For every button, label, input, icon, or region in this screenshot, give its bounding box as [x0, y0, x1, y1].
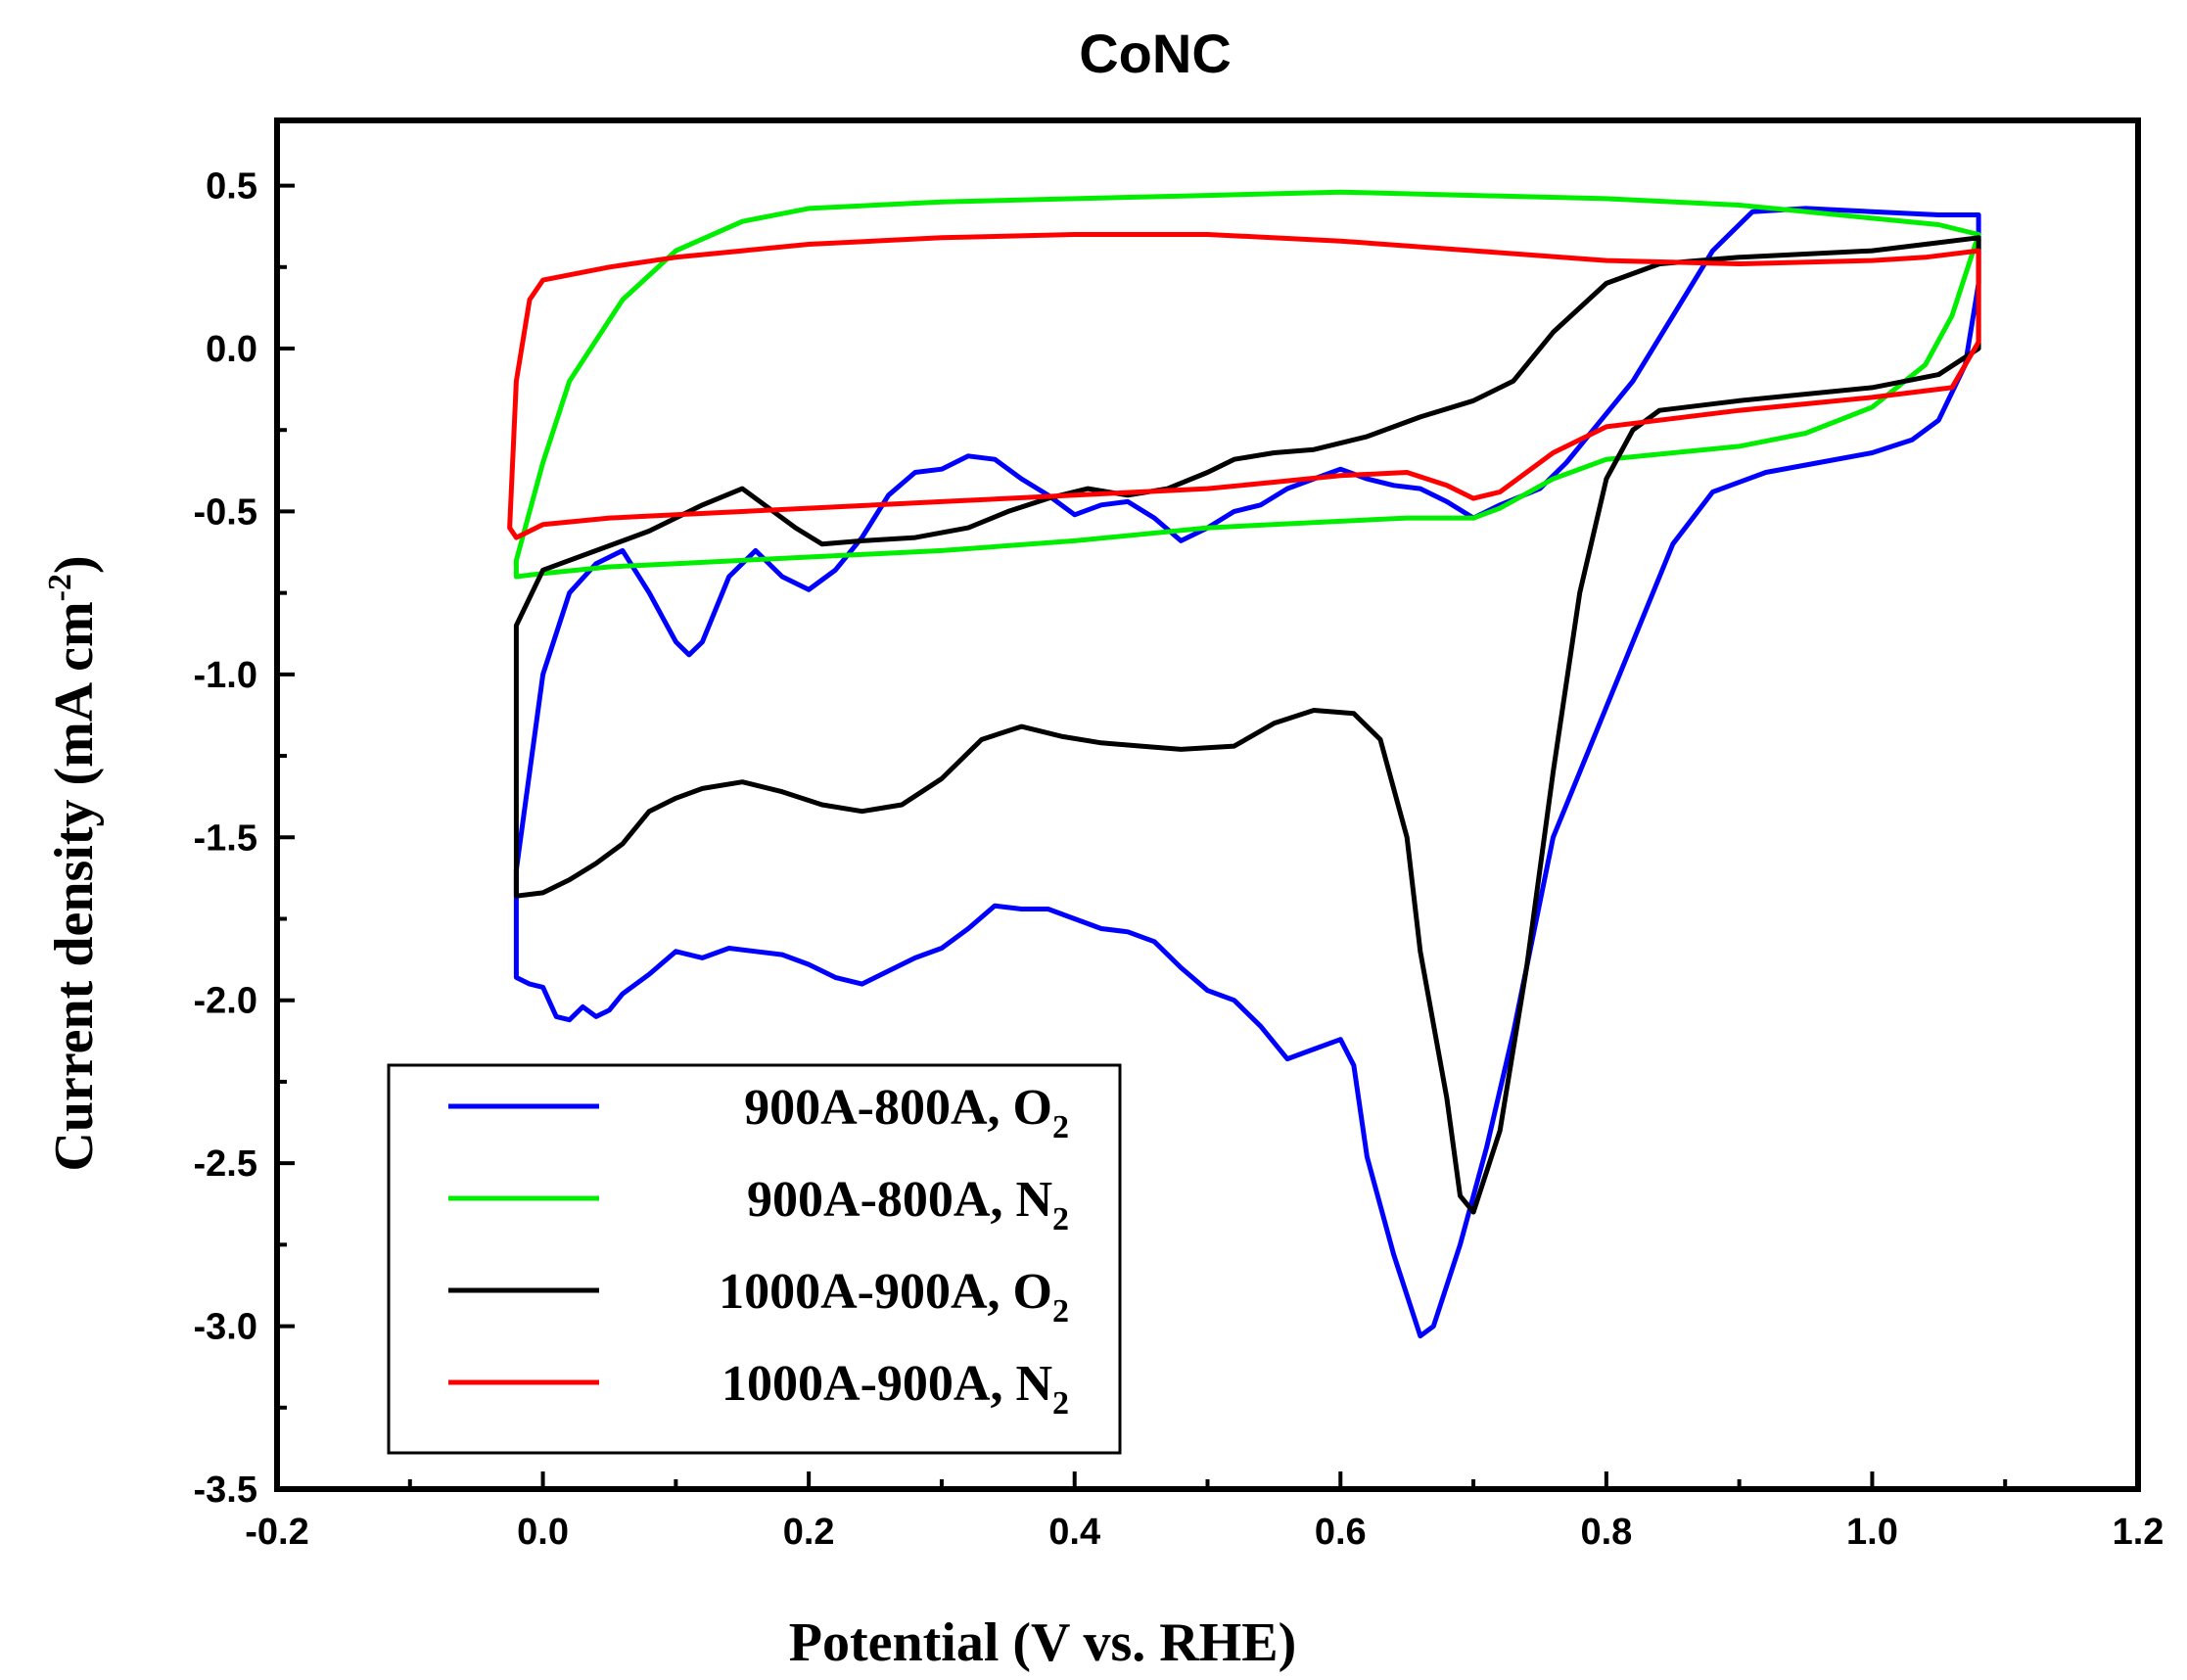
x-tick-label: 1.2 — [2113, 1512, 2164, 1553]
x-tick-label: 0.4 — [1048, 1512, 1100, 1553]
y-tick-label: 0.0 — [206, 329, 257, 370]
y-tick-label: 0.5 — [206, 166, 257, 208]
y-tick-labels: 0.5 0.0 -0.5 -1.0 -1.5 -2.0 -2.5 -3.0 -3.5 — [194, 166, 257, 1511]
y-tick-label: -2.5 — [194, 1143, 257, 1185]
x-axis-label: Potential (V vs. RHE) — [789, 1612, 1297, 1673]
series-line-1 — [513, 206, 1981, 1339]
plot-frame — [274, 117, 2141, 1492]
y-tick-label: -3.0 — [194, 1307, 257, 1348]
legend-label-1: 900A-800A, O2 — [744, 1080, 1069, 1145]
series-line-3 — [513, 235, 1981, 1215]
y-tick-label: -1.0 — [194, 655, 257, 696]
y-axis-label-main: Current density (mA cm — [44, 601, 105, 1171]
x-tick-label: -0.2 — [245, 1512, 308, 1553]
series-line-4 — [507, 232, 1981, 540]
x-tick-labels: -0.2 0.0 0.2 0.4 0.6 0.8 1.0 1.2 — [245, 1512, 2164, 1553]
series-line-2 — [513, 189, 1981, 580]
x-tick-label: 0.6 — [1315, 1512, 1367, 1553]
y-tick-label: -1.5 — [194, 817, 257, 859]
y-axis-label-sup: -2 — [42, 574, 78, 601]
y-axis-label-close: ) — [44, 555, 105, 574]
x-tick-label: 0.2 — [783, 1512, 835, 1553]
chart-title: CoNC — [1079, 23, 1232, 84]
legend-label-2: 900A-800A, N2 — [747, 1172, 1069, 1237]
legend-box — [387, 1063, 1122, 1455]
legend-label-3: 1000A-900A, O2 — [719, 1264, 1069, 1330]
x-tick-label: 1.0 — [1846, 1512, 1898, 1553]
y-tick-label: -2.0 — [194, 981, 257, 1022]
y-axis-label: Current density (mA cm-2) — [42, 555, 105, 1171]
legend-label-4: 1000A-900A, N2 — [721, 1356, 1069, 1422]
svg-text:Current density (mA cm-2): Current density (mA cm-2) — [42, 555, 105, 1171]
legend: 900A-800A, O2 900A-800A, N2 1000A-900A, O2… — [387, 1063, 1122, 1455]
y-tick-label: -0.5 — [194, 491, 257, 533]
y-tick-label: -3.5 — [194, 1470, 257, 1511]
x-tick-label: 0.8 — [1580, 1512, 1632, 1553]
x-tick-label: 0.0 — [517, 1512, 569, 1553]
series-lines — [507, 189, 1981, 1339]
